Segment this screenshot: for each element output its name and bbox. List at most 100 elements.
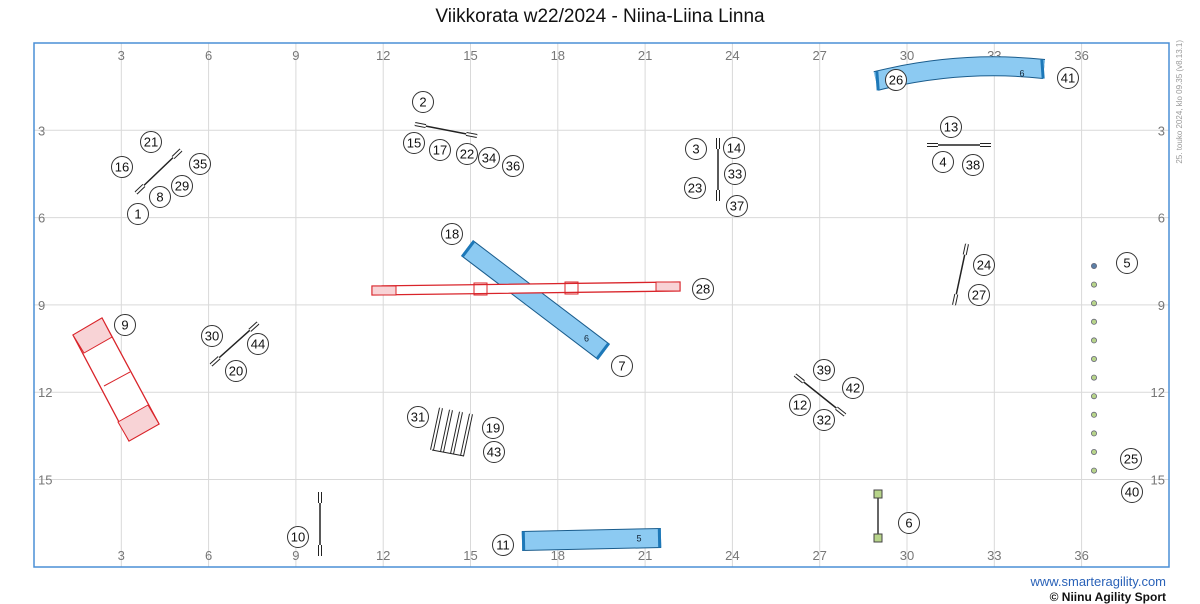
sequence-number: 35	[190, 154, 211, 175]
sequence-number: 22	[457, 144, 478, 165]
number-text: 36	[506, 159, 520, 174]
number-text: 25	[1124, 452, 1138, 467]
sequence-number: 28	[693, 279, 714, 300]
number-text: 10	[291, 530, 305, 545]
x-tick-bottom: 21	[638, 548, 652, 563]
sequence-number: 2	[413, 92, 434, 113]
sequence-number: 6	[899, 513, 920, 534]
long-jump-direction	[432, 450, 464, 456]
x-tick-top: 12	[376, 48, 390, 63]
number-text: 38	[966, 158, 980, 173]
y-tick-right: 9	[1158, 298, 1165, 313]
y-tick-right: 6	[1158, 211, 1165, 226]
sequence-number: 14	[724, 138, 745, 159]
number-text: 11	[496, 538, 510, 553]
number-text: 7	[618, 359, 625, 374]
x-tick-bottom: 3	[118, 548, 125, 563]
number-text: 14	[727, 141, 741, 156]
sequence-number: 24	[974, 255, 995, 276]
number-text: 27	[972, 288, 986, 303]
x-tick-top: 24	[725, 48, 739, 63]
sequence-number: 19	[483, 418, 504, 439]
dog-walk-plank	[372, 282, 680, 295]
dog-walk-contact	[372, 286, 396, 295]
number-text: 13	[944, 120, 958, 135]
sequence-number: 11	[493, 535, 514, 556]
a-frame	[73, 318, 159, 441]
number-text: 43	[487, 445, 501, 460]
tunnel-size-label: 6	[584, 334, 589, 344]
sequence-number: 29	[172, 176, 193, 197]
y-tick-left: 9	[38, 298, 45, 313]
table-block	[874, 490, 882, 498]
number-text: 26	[889, 73, 903, 88]
sequence-number: 25	[1121, 449, 1142, 470]
sequence-number: 8	[150, 187, 171, 208]
number-text: 33	[728, 167, 742, 182]
weave-pole	[1091, 319, 1096, 324]
sequence-number: 17	[430, 140, 451, 161]
x-tick-bottom: 24	[725, 548, 739, 563]
weave-pole	[1091, 263, 1096, 268]
sequence-number: 3	[686, 139, 707, 160]
weave-poles	[1091, 263, 1096, 473]
x-tick-top: 6	[205, 48, 212, 63]
long-jump-board	[452, 412, 461, 454]
dog-walk	[372, 282, 680, 295]
number-text: 32	[817, 413, 831, 428]
sequence-number: 37	[727, 196, 748, 217]
weave-pole	[1091, 431, 1096, 436]
x-tick-bottom: 9	[292, 548, 299, 563]
y-tick-left: 6	[38, 211, 45, 226]
number-text: 34	[482, 151, 496, 166]
number-text: 2	[419, 95, 426, 110]
number-text: 24	[977, 258, 991, 273]
number-text: 6	[905, 516, 912, 531]
x-tick-bottom: 33	[987, 548, 1001, 563]
tunnel-size-label: 6	[1020, 69, 1025, 79]
sequence-number: 30	[202, 326, 223, 347]
x-tick-bottom: 6	[205, 548, 212, 563]
number-text: 8	[156, 190, 163, 205]
number-text: 23	[688, 181, 702, 196]
weave-pole	[1091, 356, 1096, 361]
sequence-number: 31	[408, 407, 429, 428]
sequence-number: 39	[814, 360, 835, 381]
sequence-number: 27	[969, 285, 990, 306]
y-tick-right: 3	[1158, 123, 1165, 138]
grid	[34, 43, 1169, 567]
number-text: 18	[445, 227, 459, 242]
dog-walk-contact	[656, 282, 680, 291]
weave-pole	[1091, 301, 1096, 306]
number-text: 9	[121, 318, 128, 333]
sequence-number: 16	[112, 157, 133, 178]
sequence-number: 1	[128, 204, 149, 225]
sequence-number: 9	[115, 315, 136, 336]
weave-pole	[1091, 468, 1096, 473]
sequence-number: 7	[612, 356, 633, 377]
number-text: 35	[193, 157, 207, 172]
number-text: 12	[793, 398, 807, 413]
x-tick-bottom: 36	[1074, 548, 1088, 563]
x-tick-top: 9	[292, 48, 299, 63]
sequence-number: 40	[1122, 482, 1143, 503]
weave-pole	[1091, 412, 1096, 417]
sequence-number: 34	[479, 148, 500, 169]
tunnel-entry	[467, 248, 469, 250]
number-text: 39	[817, 363, 831, 378]
sequence-number: 36	[503, 156, 524, 177]
sequence-number: 23	[685, 178, 706, 199]
number-text: 3	[692, 142, 699, 157]
sequence-number: 33	[725, 164, 746, 185]
number-text: 28	[696, 282, 710, 297]
x-tick-bottom: 15	[463, 548, 477, 563]
y-tick-left: 3	[38, 123, 45, 138]
sequence-number: 38	[963, 155, 984, 176]
number-text: 21	[144, 135, 158, 150]
x-tick-bottom: 30	[900, 548, 914, 563]
sequence-number: 5	[1117, 253, 1138, 274]
grid-ticks: 3366991212151518182121242427273030333336…	[38, 48, 1165, 563]
table-obstacle	[874, 490, 882, 542]
